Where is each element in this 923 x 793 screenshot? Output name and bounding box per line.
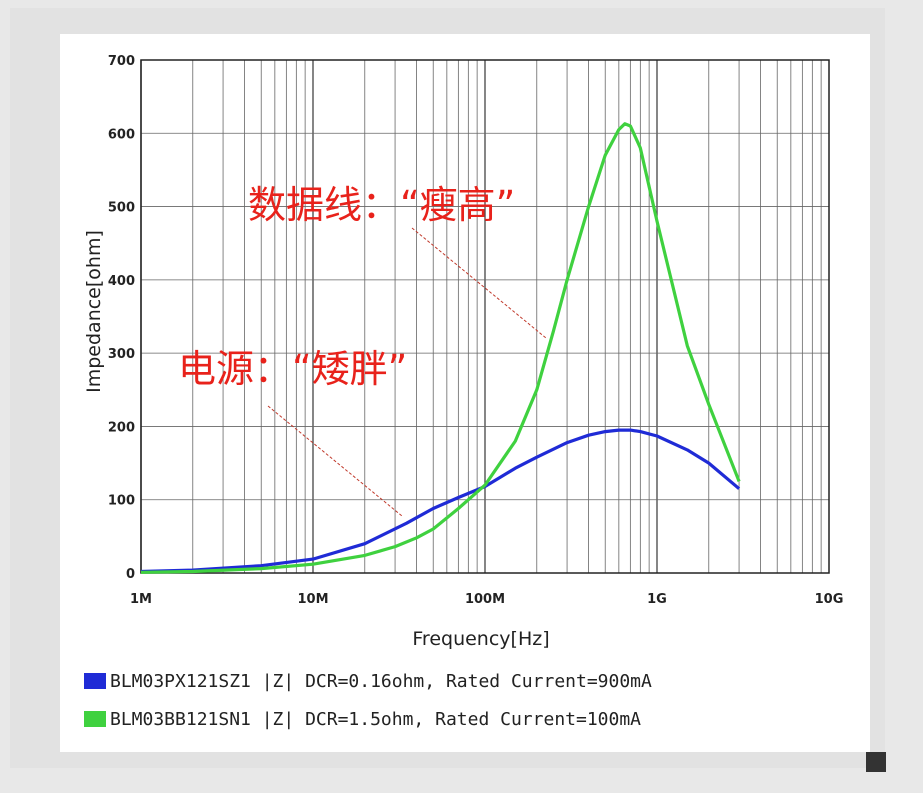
y-tick-label: 0 (126, 567, 135, 582)
series-line-2 (140, 122, 741, 574)
y-tick-label: 100 (108, 494, 135, 509)
y-axis-title: Impedance[ohm] (83, 230, 105, 393)
x-axis-title: Frequency[Hz] (412, 628, 549, 650)
x-tick-label: 10G (815, 592, 844, 607)
x-tick-label: 100M (465, 592, 505, 607)
annotation-leader-data-line (411, 227, 547, 339)
x-tick-label: 10M (297, 592, 328, 607)
series-line-1 (140, 428, 741, 574)
x-axis-ticks: 1M 10M 100M 1G 10G (130, 592, 843, 607)
y-tick-label: 600 (108, 127, 135, 142)
legend-item-series-2: BLM03BB121SN1 |Z| DCR=1.5ohm, Rated Curr… (84, 700, 652, 738)
y-tick-label: 400 (108, 274, 135, 289)
y-axis-ticks: 0 100 200 300 400 500 600 700 (108, 54, 135, 582)
chart-panel (60, 34, 870, 752)
x-tick-label: 1G (647, 592, 667, 607)
grid (140, 59, 829, 574)
legend-swatch-blue (84, 673, 106, 689)
annotation-leader-power (267, 405, 403, 517)
legend-label-series-2: BLM03BB121SN1 |Z| DCR=1.5ohm, Rated Curr… (110, 708, 642, 730)
plot-area (140, 59, 830, 574)
corner-block (866, 752, 886, 772)
legend-label-series-1: BLM03PX121SZ1 |Z| DCR=0.16ohm, Rated Cur… (110, 670, 652, 692)
legend-swatch-green (84, 711, 106, 727)
y-tick-label: 500 (108, 201, 135, 216)
y-tick-label: 200 (108, 420, 135, 435)
legend-item-series-1: BLM03PX121SZ1 |Z| DCR=0.16ohm, Rated Cur… (84, 662, 652, 700)
x-tick-label: 1M (130, 592, 152, 607)
series-lines (140, 122, 741, 574)
annotation-data-line: 数据线：“瘦高” (248, 183, 515, 227)
y-tick-label: 300 (108, 347, 135, 362)
annotation-power: 电源：“矮胖” (178, 347, 407, 391)
legend: BLM03PX121SZ1 |Z| DCR=0.16ohm, Rated Cur… (84, 662, 652, 738)
y-tick-label: 700 (108, 54, 135, 69)
